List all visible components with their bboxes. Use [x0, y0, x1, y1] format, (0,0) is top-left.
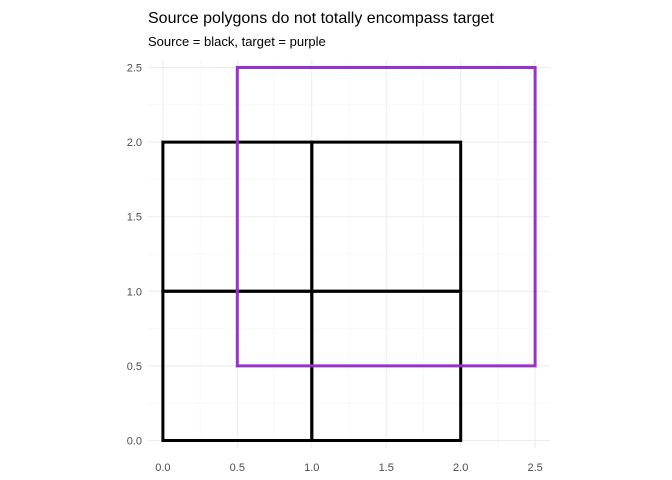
source-polygon-4: [310, 140, 463, 293]
grid: [148, 60, 550, 448]
x-axis: 0.0 0.5 1.0 1.5 2.0 2.5: [155, 462, 543, 474]
polygons: [161, 66, 537, 442]
y-axis: 0.0 0.5 1.0 1.5 2.0 2.5: [127, 62, 142, 447]
chart-subtitle: Source = black, target = purple: [148, 34, 326, 49]
y-tick-label: 2.0: [127, 137, 142, 149]
y-tick-label: 2.5: [127, 62, 142, 74]
y-tick-label: 1.5: [127, 212, 142, 224]
x-tick-label: 0.0: [155, 462, 170, 474]
x-tick-label: 1.5: [379, 462, 394, 474]
x-tick-label: 1.0: [304, 462, 319, 474]
y-tick-label: 0.0: [127, 436, 142, 448]
chart-title: Source polygons do not totally encompass…: [148, 10, 495, 27]
y-tick-label: 0.5: [127, 361, 142, 373]
y-tick-label: 1.0: [127, 286, 142, 298]
plot-panel: [148, 60, 550, 448]
x-tick-label: 2.5: [527, 462, 542, 474]
x-tick-label: 2.0: [453, 462, 468, 474]
x-tick-label: 0.5: [230, 462, 245, 474]
target-polygon-1: [235, 66, 537, 368]
